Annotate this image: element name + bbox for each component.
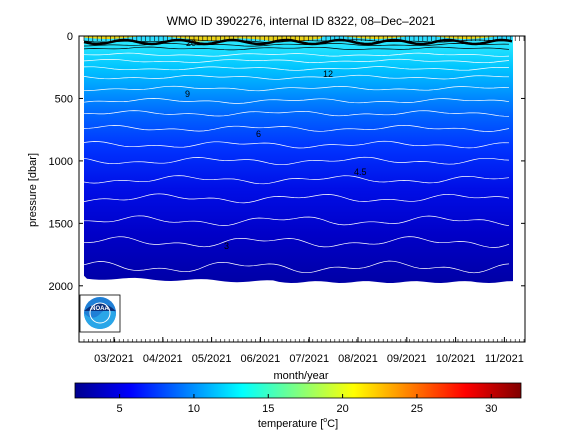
colorbar-tick-label: 25 bbox=[411, 403, 423, 415]
x-tick-label: 05/2021 bbox=[192, 353, 232, 365]
x-tick-label: 07/2021 bbox=[289, 353, 329, 365]
y-axis-label: pressure [dbar] bbox=[27, 153, 39, 227]
noaa-logo: NOAA bbox=[79, 294, 121, 333]
chart-title: WMO ID 3902276, internal ID 8322, 08–Dec… bbox=[167, 14, 436, 28]
x-tick-label: 06/2021 bbox=[241, 353, 281, 365]
isotherm-line bbox=[83, 58, 510, 64]
isotherm-line bbox=[83, 140, 510, 149]
temperature-field-fill bbox=[84, 36, 513, 283]
colorbar-tick-label: 30 bbox=[485, 403, 497, 415]
x-tick-label: 04/2021 bbox=[143, 353, 183, 365]
y-axis: 0 500 1000 1500 2000 bbox=[49, 31, 525, 293]
y-tick-label: 0 bbox=[67, 31, 73, 43]
isotherm-line bbox=[83, 42, 510, 47]
x-axis-label: month/year bbox=[273, 370, 328, 382]
isotherm-line bbox=[83, 236, 510, 248]
isotherm-line bbox=[83, 110, 510, 117]
isotherm-line bbox=[83, 156, 510, 166]
x-tick-label: 10/2021 bbox=[436, 353, 476, 365]
isotherm-line bbox=[83, 39, 510, 43]
colorbar-tick-label: 20 bbox=[336, 403, 348, 415]
contour-label-20: 20 bbox=[186, 38, 196, 48]
isotherm-line bbox=[84, 215, 510, 227]
isotherm-line bbox=[83, 175, 510, 185]
isotherm-line bbox=[83, 98, 510, 104]
colorbar-tick-label: 5 bbox=[117, 403, 123, 415]
colorbar-tick-label: 15 bbox=[262, 403, 274, 415]
x-axis: 03/2021 04/2021 05/2021 06/2021 07/2021 08/20… bbox=[83, 36, 525, 365]
y-tick-label: 500 bbox=[55, 93, 73, 105]
plot-frame bbox=[78, 35, 526, 343]
colorbar-label-main: temperature [ bbox=[258, 418, 323, 430]
isotherm-line bbox=[83, 85, 510, 92]
isotherm-labels: 20 12 9 6 4.5 3 bbox=[185, 38, 367, 251]
isotherm-line bbox=[83, 74, 509, 80]
y-tick-label: 1000 bbox=[49, 156, 73, 168]
isotherm-line bbox=[83, 46, 510, 51]
surface-warm-layer bbox=[84, 36, 513, 42]
y-tick-label: 2000 bbox=[49, 281, 73, 293]
x-tick-label: 08/2021 bbox=[338, 353, 378, 365]
isotherm-line bbox=[83, 66, 510, 71]
isotherm-line bbox=[83, 193, 510, 204]
isotherm-contours bbox=[83, 39, 510, 274]
contour-label-3: 3 bbox=[224, 241, 229, 251]
colorbar-label: temperature [oC] bbox=[258, 417, 338, 430]
isotherm-line bbox=[83, 260, 510, 274]
contour-label-12: 12 bbox=[323, 69, 333, 79]
colorbar-label-degree: o bbox=[323, 417, 327, 424]
x-tick-label: 03/2021 bbox=[94, 353, 134, 365]
isotherm-line bbox=[83, 124, 510, 132]
y-tick-label: 1500 bbox=[49, 218, 73, 230]
colorbar bbox=[74, 382, 522, 399]
x-tick-label: 09/2021 bbox=[387, 353, 427, 365]
colorbar-ticks: 5 10 15 20 25 30 bbox=[117, 394, 497, 415]
contour-label-4-5: 4.5 bbox=[354, 167, 367, 177]
contour-label-9: 9 bbox=[185, 89, 190, 99]
isotherm-line bbox=[83, 52, 510, 57]
x-tick-label: 11/2021 bbox=[485, 353, 524, 365]
noaa-logo-text: NOAA bbox=[91, 306, 109, 312]
temperature-field: 20 12 9 6 4.5 3 bbox=[83, 36, 513, 283]
colorbar-tick-label: 10 bbox=[188, 403, 200, 415]
contour-label-6: 6 bbox=[256, 129, 261, 139]
colorbar-label-unit: C] bbox=[327, 418, 338, 430]
